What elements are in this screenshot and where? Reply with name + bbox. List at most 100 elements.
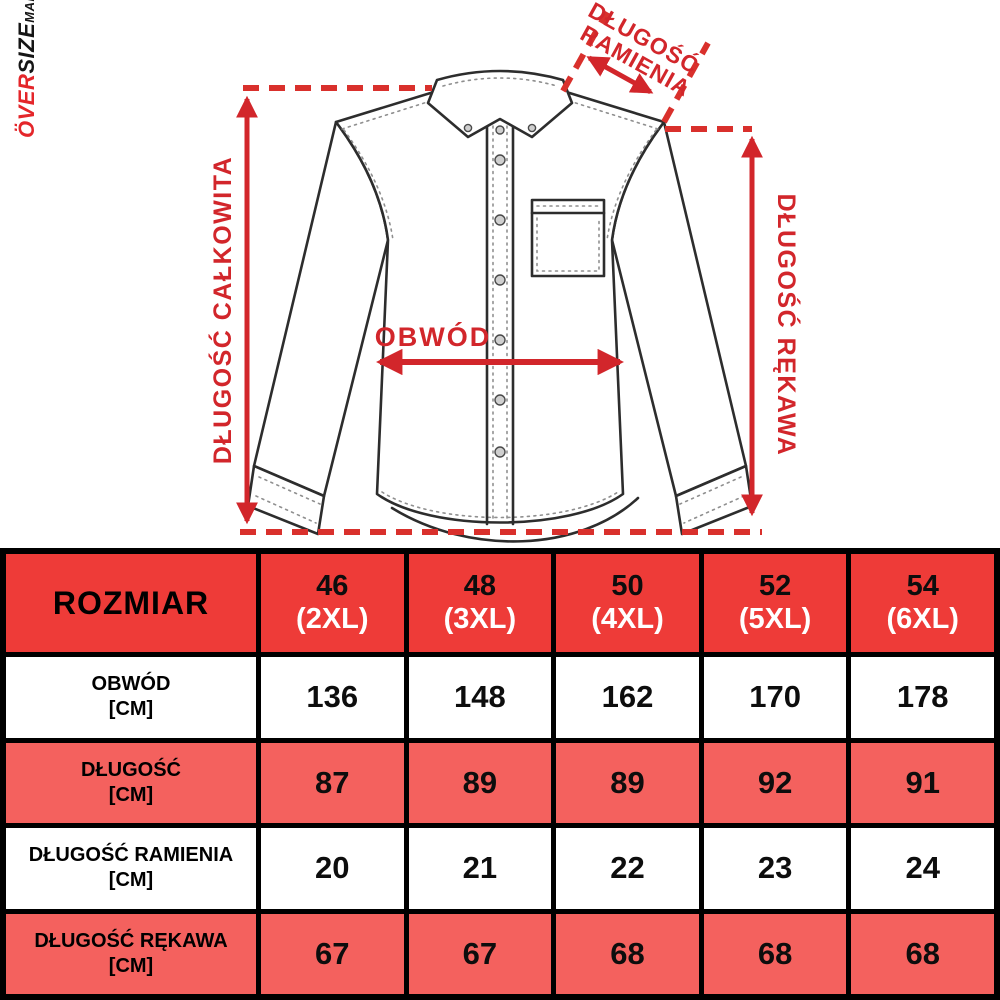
shirt-right-sleeve — [610, 120, 748, 498]
cell-value: 23 — [757, 850, 793, 886]
table-cell: 68 — [556, 913, 699, 994]
cell-value: 148 — [454, 679, 506, 715]
table-cell: 22 — [556, 828, 699, 909]
cell-value: 22 — [610, 850, 645, 886]
table-cell: 20 — [261, 828, 404, 909]
size-table: ROZMIAR 46 (2XL) 48 (3XL) 50 (4XL) 52 (5… — [0, 548, 1000, 1000]
cell-value: 162 — [601, 679, 654, 715]
cell-value: 21 — [462, 850, 498, 886]
cell-value: 89 — [610, 764, 645, 800]
table-cell: 89 — [408, 742, 552, 823]
cell-value: 67 — [462, 935, 498, 971]
row-label-dlugosc-ramienia: DŁUGOŚĆ RAMIENIA [CM] — [6, 828, 256, 909]
hem-stitch — [381, 491, 619, 519]
size-col-header: 46 (2XL) — [261, 554, 404, 652]
button — [494, 334, 506, 346]
table-cell: 89 — [556, 742, 699, 823]
left-cuff-stitch — [258, 476, 321, 505]
size-col-header: 54 (6XL) — [851, 554, 994, 652]
measure-unit: [CM] — [108, 869, 154, 892]
size-col-header: 48 (3XL) — [408, 554, 552, 652]
shoulder-length-arrow — [586, 55, 654, 95]
cell-value: 170 — [749, 679, 801, 715]
shirt-hem-tail — [390, 496, 640, 543]
button — [494, 394, 506, 406]
total-length-label: DŁUGOŚĆ CAŁKOWITA — [207, 156, 237, 464]
rozmiar-label: ROZMIAR — [52, 584, 210, 621]
cell-value: 87 — [315, 764, 350, 800]
row-label-dlugosc-rekawa: DŁUGOŚĆ RĘKAWA [CM] — [6, 913, 256, 994]
right-armhole-stitch — [606, 129, 657, 241]
measure-name: DŁUGOŚĆ RAMIENIA — [28, 844, 234, 867]
cell-value: 91 — [905, 764, 940, 800]
chest-label: OBWÓD — [375, 321, 491, 352]
measure-unit: [CM] — [108, 783, 154, 806]
table-cell: 148 — [408, 657, 552, 738]
table-cell: 67 — [261, 913, 404, 994]
total-length-annotation: DŁUGOŚĆ CAŁKOWITA — [207, 85, 762, 535]
cell-value: 136 — [306, 679, 359, 715]
cell-value: 24 — [905, 850, 940, 886]
table-cell: 21 — [408, 828, 552, 909]
shirt-collar — [426, 69, 574, 139]
size-col-header: 50 (4XL) — [556, 554, 699, 652]
button — [494, 214, 506, 226]
shirt-body — [334, 81, 666, 524]
cell-value: 68 — [610, 935, 645, 971]
table-cell: 92 — [703, 742, 847, 823]
table-cell: 91 — [851, 742, 994, 823]
right-cuff-stitch2 — [683, 495, 745, 524]
size-number: 50 — [611, 569, 644, 602]
button — [494, 446, 506, 458]
cell-value: 178 — [896, 679, 949, 715]
table-cell: 162 — [556, 657, 699, 738]
shirt-drawing — [246, 69, 754, 543]
button — [494, 154, 506, 166]
table-cell: 178 — [851, 657, 994, 738]
table-cell: 24 — [851, 828, 994, 909]
size-alt: (2XL) — [296, 603, 369, 635]
row-label-dlugosc: DŁUGOŚĆ [CM] — [6, 742, 256, 823]
shirt-measurement-diagram: DŁUGOŚĆ CAŁKOWITA DŁUGOŚĆ RAMIENIA DŁUGO… — [207, 0, 802, 543]
table-cell: 136 — [261, 657, 404, 738]
cell-value: 92 — [757, 764, 793, 800]
cell-value: 68 — [757, 935, 793, 971]
size-alt: (6XL) — [886, 603, 959, 635]
collar-button-left — [463, 123, 473, 133]
shoulder-guide-left — [560, 10, 610, 93]
size-table-header-rozmiar: ROZMIAR — [6, 554, 256, 652]
size-number: 46 — [316, 569, 349, 602]
cell-value: 68 — [905, 935, 940, 971]
collar-button-right — [527, 123, 537, 133]
table-cell: 87 — [261, 742, 404, 823]
measure-unit: [CM] — [108, 954, 154, 977]
table-cell: 23 — [703, 828, 847, 909]
left-armhole-stitch — [343, 129, 394, 241]
measure-unit: [CM] — [108, 698, 154, 721]
size-number: 48 — [463, 569, 497, 602]
chest-annotation: OBWÓD — [375, 321, 624, 376]
row-label-obwod: OBWÓD [CM] — [6, 657, 256, 738]
measure-name: DŁUGOŚĆ — [81, 758, 181, 781]
measure-name: OBWÓD — [91, 673, 171, 696]
table-cell: 67 — [408, 913, 552, 994]
table-cell: 68 — [703, 913, 847, 994]
shoulder-guide-right — [661, 41, 711, 124]
size-alt: (3XL) — [443, 603, 517, 635]
size-alt: (4XL) — [591, 603, 664, 635]
left-cuff-stitch2 — [255, 495, 317, 524]
size-alt: (5XL) — [738, 603, 812, 635]
button — [494, 274, 506, 286]
collar-stitch — [442, 77, 558, 87]
cell-value: 20 — [315, 850, 350, 886]
size-col-header: 52 (5XL) — [703, 554, 847, 652]
size-number: 52 — [758, 569, 792, 602]
collar-button-center — [495, 125, 505, 135]
sleeve-length-label: DŁUGOŚĆ RĘKAWA — [772, 194, 802, 457]
sleeve-length-annotation: DŁUGOŚĆ RĘKAWA — [665, 126, 802, 517]
cell-value: 89 — [462, 764, 498, 800]
right-cuff-stitch — [679, 476, 742, 505]
pocket-stitch — [536, 217, 600, 272]
chest-pocket — [530, 198, 606, 278]
